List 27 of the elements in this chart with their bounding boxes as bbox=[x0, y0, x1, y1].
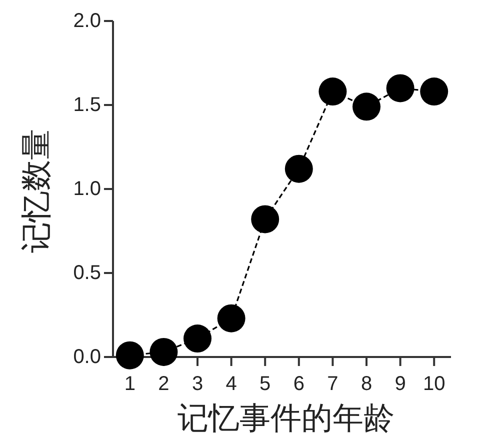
point bbox=[318, 78, 347, 106]
point bbox=[150, 338, 178, 366]
y-tick-label: 0.0 bbox=[73, 346, 101, 368]
y-tick-label: 1.0 bbox=[73, 178, 101, 200]
point bbox=[352, 92, 380, 121]
x-tick-label: 9 bbox=[394, 373, 406, 395]
point bbox=[217, 304, 246, 332]
x-axis-title: 记忆事件的年龄 bbox=[178, 400, 394, 436]
y-tick-label: 1.5 bbox=[73, 94, 101, 116]
y-axis-title: 记忆数量 bbox=[18, 129, 54, 253]
x-tick-label: 10 bbox=[422, 373, 446, 395]
x-tick-label: 8 bbox=[360, 373, 372, 395]
x-tick-label: 7 bbox=[327, 373, 338, 395]
x-tick-label: 5 bbox=[260, 373, 271, 395]
x-tick-label: 6 bbox=[293, 373, 304, 395]
point bbox=[116, 341, 144, 370]
point bbox=[420, 78, 448, 106]
x-tick-label: 1 bbox=[124, 373, 136, 395]
y-tick-label: 0.5 bbox=[73, 262, 101, 284]
point bbox=[251, 205, 280, 234]
x-tick-label: 2 bbox=[158, 373, 170, 395]
point bbox=[386, 74, 414, 102]
x-tick-label: 3 bbox=[192, 373, 204, 395]
y-tick-label: 2.0 bbox=[73, 10, 101, 32]
point bbox=[284, 154, 313, 183]
x-tick-label: 4 bbox=[226, 373, 237, 395]
point bbox=[184, 324, 212, 353]
